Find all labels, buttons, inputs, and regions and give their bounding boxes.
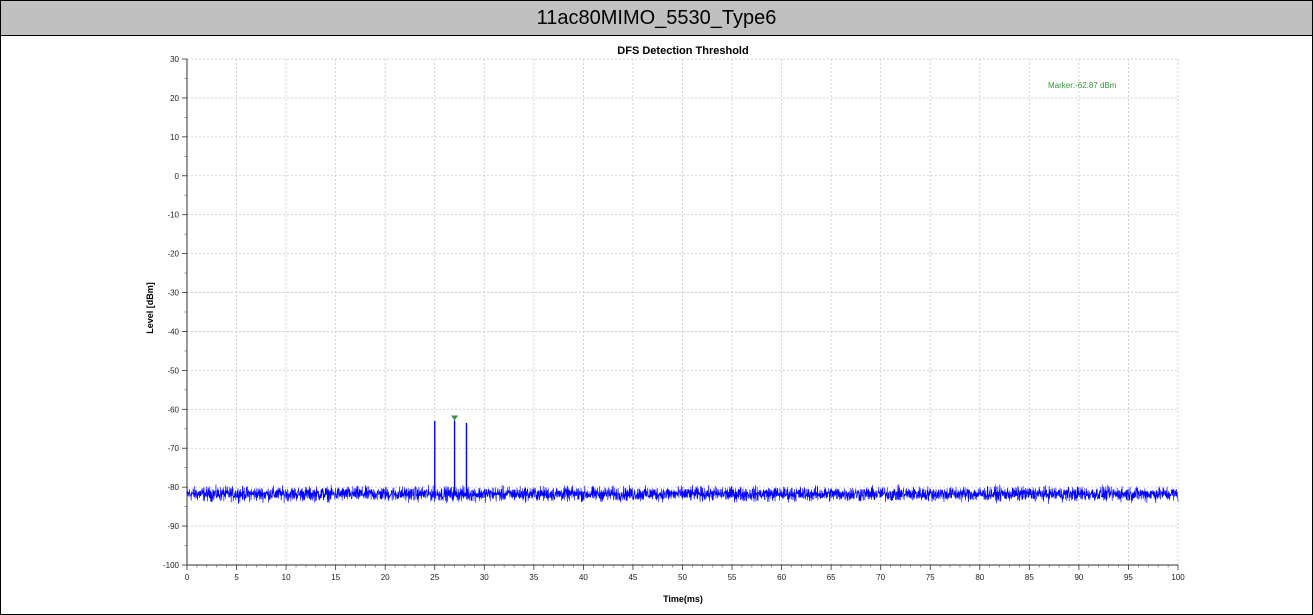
x-tick-label: 0 [185, 573, 190, 582]
chart-title: DFS Detection Threshold [617, 45, 748, 57]
y-tick-label: -90 [167, 522, 179, 531]
x-tick-label: 5 [234, 573, 239, 582]
y-tick-label: 30 [170, 55, 179, 64]
x-tick-label: 70 [876, 573, 885, 582]
x-tick-label: 95 [1124, 573, 1133, 582]
y-tick-label: 10 [170, 133, 179, 142]
y-tick-label: -80 [167, 483, 179, 492]
y-tick-label: 20 [170, 94, 179, 103]
x-tick-label: 20 [381, 573, 390, 582]
page-title: 11ac80MIMO_5530_Type6 [536, 7, 777, 29]
x-tick-label: 50 [678, 573, 687, 582]
header-bar: 11ac80MIMO_5530_Type6 [1, 1, 1312, 36]
y-tick-label: -30 [167, 289, 179, 298]
x-tick-label: 40 [579, 573, 588, 582]
axis-layer: 0 5 10 15 20 25 30 35 40 45 50 55 60 65 70 75 80 85 90 95 10… [163, 55, 1185, 582]
x-tick-label: 10 [282, 573, 291, 582]
y-tick-label: -50 [167, 366, 179, 375]
marker-triangle [451, 415, 459, 421]
x-tick-label: 60 [777, 573, 786, 582]
noise-trace [186, 484, 1179, 505]
x-tick-label: 80 [975, 573, 984, 582]
y-tick-label: -70 [167, 444, 179, 453]
y-tick-label: -100 [163, 561, 180, 570]
y-axis-label: Level [dBm] [145, 282, 155, 334]
grid-layer [187, 58, 1179, 565]
y-tick-label: 0 [175, 172, 180, 181]
y-tick-label: -40 [167, 327, 179, 336]
x-tick-label: 25 [430, 573, 439, 582]
x-tick-label: 75 [926, 573, 935, 582]
x-tick-label: 90 [1074, 573, 1083, 582]
x-tick-label: 100 [1171, 573, 1185, 582]
x-tick-label: 45 [628, 573, 637, 582]
x-tick-label: 85 [1025, 573, 1034, 582]
x-tick-label: 55 [728, 573, 737, 582]
x-tick-label: 15 [331, 573, 340, 582]
y-tick-label: -20 [167, 250, 179, 259]
y-tick-label: -60 [167, 405, 179, 414]
x-tick-label: 35 [529, 573, 538, 582]
x-tick-label: 30 [480, 573, 489, 582]
x-tick-label: 65 [827, 573, 836, 582]
marker-readout: Marker:-62.87 dBm [1048, 81, 1117, 90]
x-axis-label: Time(ms) [663, 594, 703, 604]
trace-layer [186, 415, 1179, 505]
y-tick-label: -10 [167, 211, 179, 220]
